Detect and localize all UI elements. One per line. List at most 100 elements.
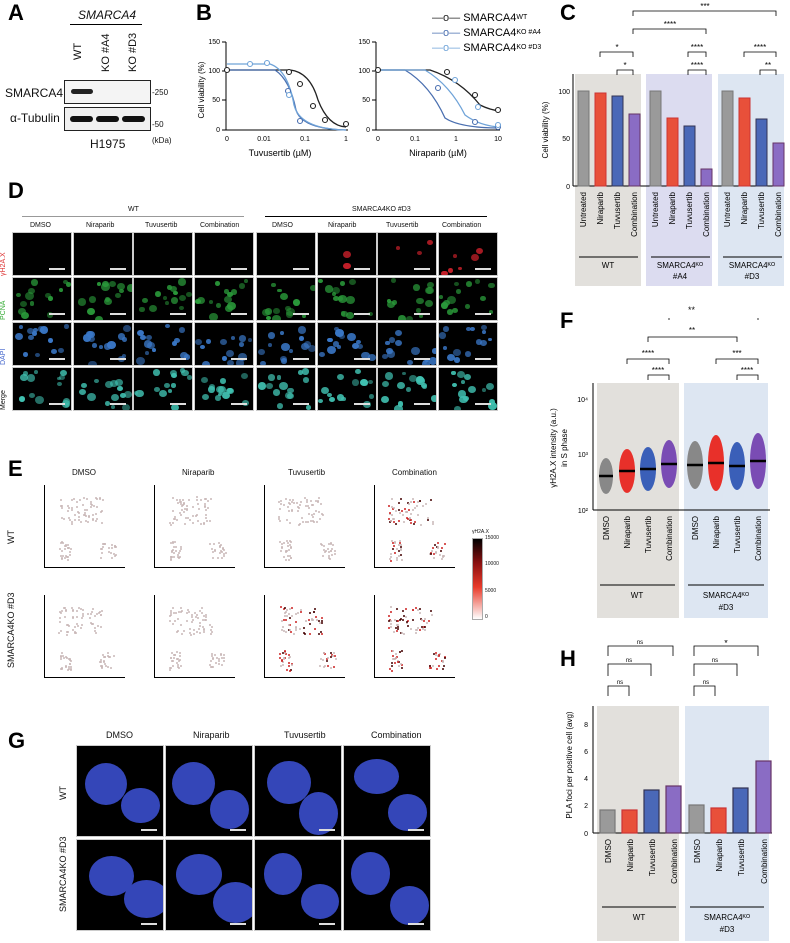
e-scatter-plot — [154, 485, 235, 568]
blot-row-tubulin: α-Tubulin — [10, 111, 60, 125]
svg-text:Tuvusertib: Tuvusertib — [737, 838, 746, 876]
d-image-tile — [133, 277, 193, 321]
svg-text:10²: 10² — [578, 508, 589, 515]
svg-text:Combination: Combination — [774, 192, 783, 237]
blot-row-smarca4: SMARCA4 — [5, 86, 64, 100]
svg-text:Tuvusertib: Tuvusertib — [644, 515, 653, 553]
d-image-tile — [316, 277, 377, 321]
svg-text:50: 50 — [562, 136, 570, 143]
e-scatter-plot — [374, 485, 455, 568]
svg-text:*: * — [623, 61, 626, 70]
svg-text:Combination: Combination — [670, 839, 679, 884]
svg-text:Niraparib: Niraparib — [626, 838, 635, 871]
d-image-tile — [256, 277, 316, 321]
svg-text:1: 1 — [454, 136, 458, 143]
svg-text:****: **** — [754, 43, 766, 52]
svg-text:50: 50 — [362, 97, 370, 104]
svg-text:WT: WT — [631, 591, 644, 600]
d-row-pcna: PCNA — [0, 300, 7, 320]
svg-text:SMARCA4ᴷᴼ: SMARCA4ᴷᴼ — [703, 591, 749, 600]
svg-text:0: 0 — [584, 831, 588, 838]
d-row-gh2ax: γH2A.X — [0, 252, 7, 276]
g-image-tile — [343, 839, 431, 931]
d-image-tile — [316, 232, 377, 276]
svg-text:*: * — [615, 43, 618, 52]
d-image-tile — [256, 367, 316, 411]
e-scatter-plot — [264, 595, 345, 678]
svg-text:SMARCA4ᴷᴼ: SMARCA4ᴷᴼ — [704, 913, 750, 922]
svg-text:WT: WT — [633, 913, 646, 922]
blot-gene-line — [70, 24, 142, 25]
svg-text:Niraparib: Niraparib — [740, 191, 749, 224]
panel-label-h: H — [560, 646, 576, 671]
d-image-tile — [133, 367, 193, 411]
svg-text:Niraparib: Niraparib — [715, 838, 724, 871]
svg-text:1: 1 — [344, 136, 348, 143]
svg-text:0.1: 0.1 — [410, 136, 420, 143]
svg-text:8: 8 — [584, 722, 588, 729]
blot-gene: SMARCA4 — [78, 8, 137, 22]
svg-text:****: **** — [664, 20, 676, 29]
svg-text:Tuvusertib: Tuvusertib — [685, 191, 694, 229]
d-image-tile — [316, 322, 377, 366]
g-row-ko: SMARCA4KO #D3 — [58, 836, 68, 912]
d-image-tile — [72, 367, 133, 411]
svg-text:Untreated: Untreated — [723, 192, 732, 227]
d-image-tile — [377, 367, 437, 411]
svg-text:Combination: Combination — [630, 192, 639, 237]
g-image-tile — [254, 839, 342, 931]
svg-text:****: **** — [642, 349, 654, 358]
svg-text:Tuvusertib: Tuvusertib — [757, 191, 766, 229]
e-row-ko: SMARCA4KO #D3 — [6, 592, 16, 668]
svg-text:50: 50 — [212, 97, 220, 104]
svg-text:**: ** — [689, 326, 695, 335]
e-scatter-plot — [154, 595, 235, 678]
panel-label-c: C — [560, 0, 576, 25]
svg-text:4: 4 — [584, 776, 588, 783]
chart-f: 10⁴ 10³ 10² γH2A.X intensity (a.u.) in S p… — [549, 318, 770, 618]
svg-text:SMARCA4ᴷᴼ: SMARCA4ᴷᴼ — [729, 261, 775, 270]
svg-text:DMSO: DMSO — [693, 839, 702, 863]
svg-text:ns: ns — [712, 658, 718, 664]
d-image-tile — [12, 277, 72, 321]
svg-text:Niraparib: Niraparib — [668, 191, 677, 224]
b-left-xlabel: Tuvusertib (µM) — [249, 148, 312, 158]
svg-text:DMSO: DMSO — [691, 516, 700, 540]
b-right-xlabel: Niraparib (µM) — [409, 148, 467, 158]
svg-text:Combination: Combination — [702, 192, 711, 237]
svg-text:****: **** — [652, 366, 664, 375]
svg-text:0: 0 — [216, 127, 220, 134]
g-image-tile — [343, 745, 431, 837]
panel-label-e: E — [8, 456, 23, 481]
svg-text:Niraparib: Niraparib — [596, 191, 605, 224]
svg-text:ns: ns — [626, 658, 632, 664]
d-group-wt: WT — [128, 206, 139, 213]
d-row-merge: Merge — [0, 390, 7, 410]
legend-b: —o— SMARCA4 WT —o— SMARCA4 KO #A4 —o— SMAR… — [432, 11, 542, 54]
d-image-tile — [256, 322, 316, 366]
d-image-tile — [12, 367, 72, 411]
panel-label-f: F — [560, 308, 574, 333]
g-image-tile — [76, 839, 164, 931]
svg-text:***: *** — [700, 2, 709, 11]
svg-text:0.01: 0.01 — [257, 136, 271, 143]
svg-text:0: 0 — [376, 136, 380, 143]
d-image-tile — [377, 277, 437, 321]
d-image-tile — [133, 232, 193, 276]
svg-text:ns: ns — [703, 680, 709, 686]
lane-wt: WT — [72, 42, 84, 60]
chart-b: 150 100 50 0 150 100 50 0 0 0.01 0.1 1 0 0.1 1 10 Tu… — [197, 39, 502, 158]
svg-text:***: *** — [732, 349, 741, 358]
svg-text:Niraparib: Niraparib — [623, 515, 632, 548]
svg-text:ns: ns — [637, 640, 643, 646]
svg-text:10³: 10³ — [578, 452, 589, 459]
svg-text:****: **** — [691, 61, 703, 70]
d-group-line-wt — [22, 216, 244, 217]
svg-text:WT: WT — [602, 261, 615, 270]
svg-text:2: 2 — [584, 803, 588, 810]
d-image-tile — [377, 322, 437, 366]
panel-label-d: D — [8, 178, 24, 203]
d-row-dapi: DAPI — [0, 348, 7, 365]
e-scatter-plot — [264, 485, 345, 568]
d-image-tile — [256, 232, 316, 276]
